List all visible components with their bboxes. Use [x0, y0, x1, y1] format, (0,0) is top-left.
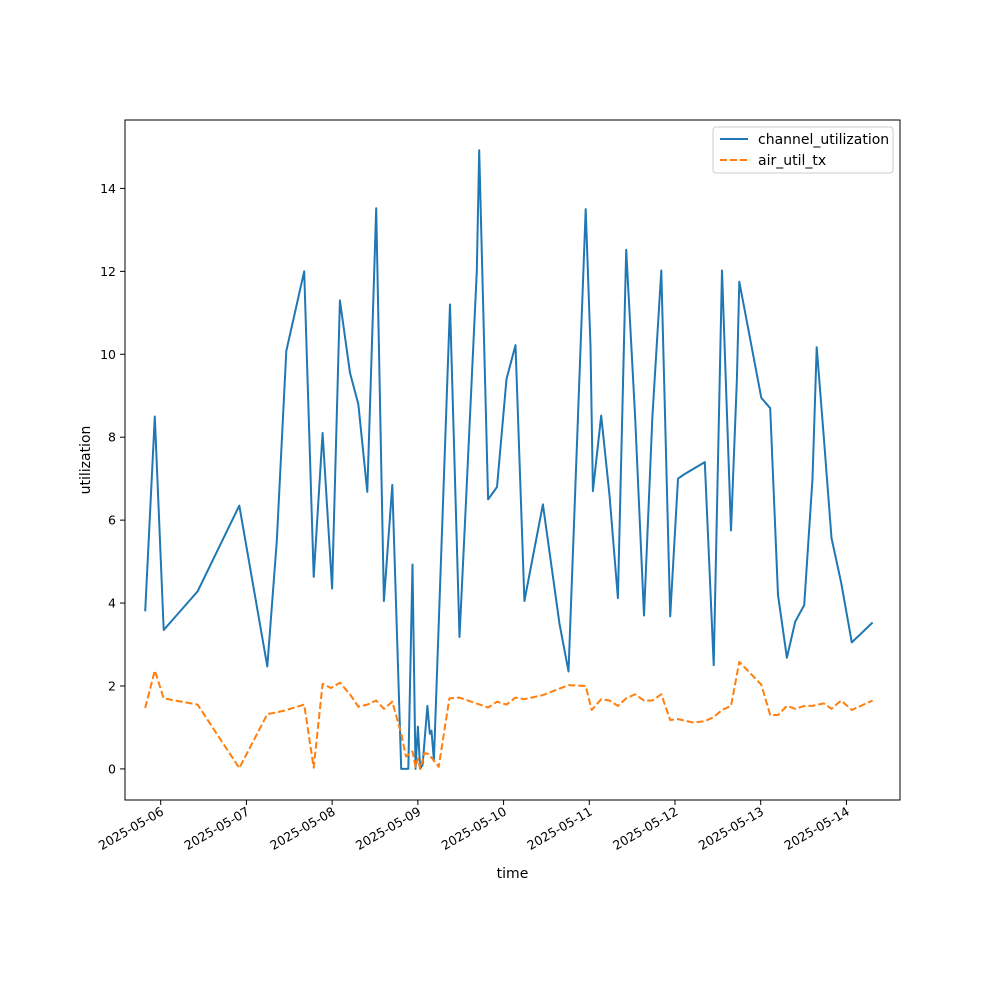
y-tick-label: 6: [108, 513, 116, 528]
y-tick-label: 4: [108, 596, 116, 611]
legend: channel_utilization air_util_tx: [712, 126, 894, 174]
y-tick-label: 2: [108, 678, 116, 693]
y-axis: 0 2 4 6 8 10 12 14: [100, 181, 125, 776]
x-axis-label: time: [497, 866, 529, 882]
series-line-channel-utilization: [144, 149, 874, 770]
legend-label-air-util-tx: air_util_tx: [758, 153, 826, 169]
y-tick-label: 0: [108, 761, 116, 776]
series-line-air-util-tx: [144, 660, 874, 770]
y-tick-label: 8: [108, 430, 116, 445]
y-tick-label: 10: [100, 347, 116, 362]
plot-frame: [124, 119, 901, 801]
y-tick-label: 12: [100, 264, 116, 279]
legend-box: [712, 126, 894, 174]
y-axis-label: utilization: [78, 426, 94, 495]
legend-label-channel-utilization: channel_utilization: [758, 132, 889, 148]
y-tick-label: 14: [100, 181, 116, 196]
series-layer: [144, 149, 874, 770]
